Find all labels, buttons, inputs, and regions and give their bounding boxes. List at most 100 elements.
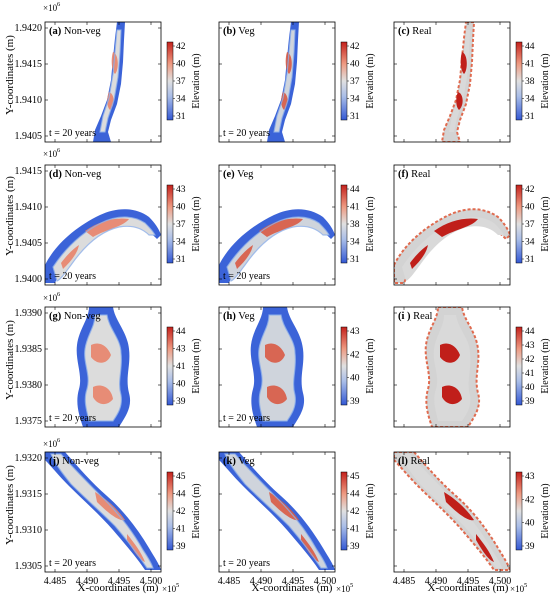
x-tick-label: 4.485 xyxy=(218,576,241,587)
colorbar-label: Elevation (m) xyxy=(540,53,550,108)
y-tick-label: 1.9405 xyxy=(15,131,43,142)
panel-frame xyxy=(218,164,336,286)
colorbar-tick-label: 39 xyxy=(525,397,535,407)
y-tick-label: 1.9315 xyxy=(15,489,43,500)
y-tick-label: 1.9390 xyxy=(15,308,43,319)
x-tick-label: 4.500 xyxy=(140,576,163,587)
colorbar-tick-label: 38 xyxy=(525,77,535,87)
colorbar-tick-label: 31 xyxy=(525,112,535,122)
elevation-field xyxy=(76,307,131,427)
x-tick-label: 4.490 xyxy=(425,576,448,587)
colorbar-tick-label: 44 xyxy=(350,185,360,195)
panel-title: (b) Veg xyxy=(223,26,255,37)
colorbar-tick-label: 43 xyxy=(525,472,535,482)
elevation-field xyxy=(440,22,476,142)
x-tick-label: 4.485 xyxy=(44,576,67,587)
colorbar-tick-label: 44 xyxy=(176,490,186,500)
y-exponent-row-4: ×10 6 xyxy=(43,437,61,449)
high-elevation-patch xyxy=(456,92,463,110)
colorbar-tick-label: 41 xyxy=(350,203,360,213)
high-elevation-patch xyxy=(93,385,113,405)
colorbar-label: Elevation (m) xyxy=(540,338,550,393)
svg-text:×10: ×10 xyxy=(510,584,525,594)
x-axis-label-col-3: X-coordinates (m) xyxy=(428,582,509,594)
colorbar-tick-label: 44 xyxy=(350,490,360,500)
panel-frame xyxy=(218,451,336,573)
panel-frame xyxy=(44,451,162,573)
colorbar-tick-label: 40 xyxy=(350,60,360,70)
y-tick-label: 1.9380 xyxy=(15,380,43,391)
colorbar-label: Elevation (m) xyxy=(365,483,376,538)
colorbar-tick-label: 39 xyxy=(525,542,535,552)
elevation-field xyxy=(219,452,335,570)
panel-l: (l) Real 4.485 4.490 4.495 4.500 43 42 40 39 Elev… xyxy=(393,451,550,587)
panel-g: (g) Non-veg t = 20 years 1.9390 1.9385 1.938… xyxy=(15,306,202,428)
colorbar-tick-label: 39 xyxy=(350,397,360,407)
svg-text:5: 5 xyxy=(350,582,353,589)
colorbar-tick-label: 34 xyxy=(176,238,186,248)
colorbar-label: Elevation (m) xyxy=(191,338,202,393)
colorbar xyxy=(515,326,523,406)
colorbar-tick-label: 40 xyxy=(525,203,535,213)
colorbar-tick-label: 42 xyxy=(525,355,535,365)
colorbar xyxy=(340,471,348,551)
colorbar-tick-label: 43 xyxy=(525,341,535,351)
colorbar-label: Elevation (m) xyxy=(365,196,376,251)
colorbar xyxy=(166,326,174,406)
panel-title: (d) Non-veg xyxy=(49,169,102,180)
panel-frame xyxy=(393,306,511,428)
colorbar-tick-label: 39 xyxy=(176,397,186,407)
time-label: t = 20 years xyxy=(49,128,96,139)
colorbar-tick-label: 34 xyxy=(350,238,360,248)
colorbar-tick-label: 39 xyxy=(350,542,360,552)
y-tick-label: 1.9420 xyxy=(15,23,43,34)
colorbar-tick-label: 43 xyxy=(176,185,186,195)
x-exponent-col-3: ×10 5 xyxy=(510,582,527,594)
colorbar-label: Elevation (m) xyxy=(365,338,376,393)
y-tick-label: 1.9415 xyxy=(15,166,43,177)
x-exponent-col-1: ×10 5 xyxy=(162,582,179,594)
y-tick-label: 1.9415 xyxy=(15,59,43,70)
x-exponent-col-2: ×10 5 xyxy=(336,582,353,594)
panel-title: (a) Non-veg xyxy=(49,26,101,37)
elevation-field xyxy=(93,22,125,142)
y-exponent-row-1: ×10 6 xyxy=(43,1,61,13)
colorbar-tick-label: 41 xyxy=(176,525,186,535)
colorbar-tick-label: 34 xyxy=(176,95,186,105)
y-tick-label: 1.9320 xyxy=(15,453,43,464)
panel-h: (h) Veg t = 20 years 43 42 40 39 Elevation (m) xyxy=(218,306,376,428)
svg-text:×10: ×10 xyxy=(162,584,177,594)
svg-text:6: 6 xyxy=(57,147,61,154)
colorbar-tick-label: 40 xyxy=(176,60,186,70)
svg-text:5: 5 xyxy=(524,582,527,589)
high-elevation-patch xyxy=(444,492,474,521)
colorbar-tick-label: 31 xyxy=(176,255,186,265)
colorbar-tick-label: 37 xyxy=(176,220,186,230)
colorbar-tick-label: 31 xyxy=(525,255,535,265)
colorbar-tick-label: 45 xyxy=(350,472,360,482)
elevation-field xyxy=(394,452,510,571)
x-tick-label: 4.500 xyxy=(489,576,512,587)
panel-i: (i ) Real 44 43 42 41 40 39 Elevation (m) xyxy=(393,306,550,428)
panels-layer: (a) Non-veg t = 20 years 1.9420 1.9415 1.941… xyxy=(15,21,550,587)
colorbar-tick-label: 42 xyxy=(525,185,535,195)
panel-title: (g) Non-veg xyxy=(49,311,101,322)
colorbar-tick-label: 31 xyxy=(350,112,360,122)
colorbar xyxy=(340,184,348,264)
x-tick-label: 4.485 xyxy=(393,576,416,587)
y-tick-label: 1.9410 xyxy=(15,202,43,213)
elevation-field xyxy=(219,209,335,283)
colorbar xyxy=(515,471,523,551)
colorbar-tick-label: 34 xyxy=(350,95,360,105)
panel-title: (f) Real xyxy=(398,169,430,180)
panel-title: (k) Veg xyxy=(223,456,255,467)
high-elevation-patch xyxy=(235,245,253,269)
panel-title: (c) Real xyxy=(398,26,432,37)
high-elevation-patch xyxy=(442,385,462,405)
x-axis-label-col-1: X-coordinates (m) xyxy=(78,582,159,594)
colorbar-tick-label: 42 xyxy=(350,350,360,360)
colorbar xyxy=(515,41,523,121)
colorbar-label: Elevation (m) xyxy=(365,53,376,108)
svg-text:5: 5 xyxy=(176,582,179,589)
